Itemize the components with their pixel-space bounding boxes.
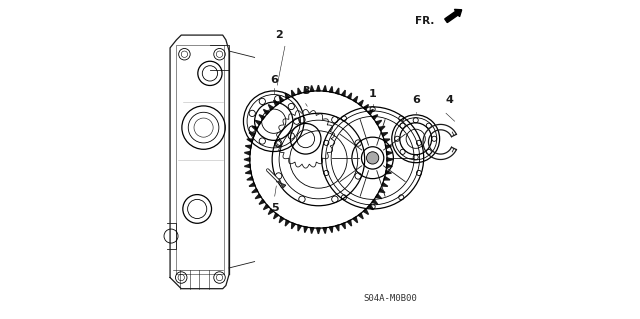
Polygon shape xyxy=(372,115,378,120)
Polygon shape xyxy=(268,105,273,110)
Polygon shape xyxy=(387,158,393,161)
Text: 3: 3 xyxy=(302,86,310,96)
Polygon shape xyxy=(445,9,461,23)
Polygon shape xyxy=(358,213,363,219)
Polygon shape xyxy=(252,189,258,193)
Polygon shape xyxy=(381,133,388,136)
Polygon shape xyxy=(376,120,381,125)
Polygon shape xyxy=(244,152,250,155)
Polygon shape xyxy=(335,225,339,231)
Polygon shape xyxy=(264,204,269,210)
Polygon shape xyxy=(244,158,250,161)
Polygon shape xyxy=(310,85,314,91)
Polygon shape xyxy=(317,85,320,91)
Polygon shape xyxy=(285,220,289,226)
Text: 6: 6 xyxy=(412,95,420,105)
Polygon shape xyxy=(323,228,326,234)
Polygon shape xyxy=(379,189,385,193)
Polygon shape xyxy=(353,96,358,102)
Polygon shape xyxy=(364,105,369,110)
Polygon shape xyxy=(353,217,358,223)
Circle shape xyxy=(367,152,379,164)
Polygon shape xyxy=(292,90,295,96)
Polygon shape xyxy=(348,93,351,99)
Polygon shape xyxy=(385,145,392,149)
Polygon shape xyxy=(274,100,278,106)
Polygon shape xyxy=(323,85,326,91)
Polygon shape xyxy=(274,213,278,219)
Text: 4: 4 xyxy=(445,95,453,105)
Polygon shape xyxy=(387,152,392,155)
Polygon shape xyxy=(268,209,273,214)
Polygon shape xyxy=(384,177,390,180)
Polygon shape xyxy=(342,90,345,96)
Polygon shape xyxy=(310,228,314,234)
Text: 5: 5 xyxy=(271,203,278,212)
Polygon shape xyxy=(379,126,385,130)
Polygon shape xyxy=(317,228,320,234)
Polygon shape xyxy=(330,86,333,93)
Polygon shape xyxy=(376,194,381,199)
Polygon shape xyxy=(249,133,255,136)
Polygon shape xyxy=(279,217,284,223)
Polygon shape xyxy=(292,223,295,229)
Text: 1: 1 xyxy=(369,89,376,99)
Polygon shape xyxy=(245,170,252,174)
Polygon shape xyxy=(264,109,269,115)
Polygon shape xyxy=(285,93,289,99)
Polygon shape xyxy=(372,199,378,204)
Polygon shape xyxy=(368,204,373,210)
Polygon shape xyxy=(335,88,339,94)
Text: 6: 6 xyxy=(270,75,278,85)
Polygon shape xyxy=(368,109,373,115)
Polygon shape xyxy=(298,88,301,94)
Polygon shape xyxy=(358,100,363,106)
Text: 2: 2 xyxy=(275,30,282,40)
Polygon shape xyxy=(255,194,261,199)
Polygon shape xyxy=(255,120,261,125)
Polygon shape xyxy=(348,220,351,226)
Polygon shape xyxy=(259,115,265,120)
Polygon shape xyxy=(245,145,252,149)
Polygon shape xyxy=(330,226,333,233)
Polygon shape xyxy=(279,96,284,102)
Polygon shape xyxy=(342,223,345,229)
Text: S04A-M0B00: S04A-M0B00 xyxy=(364,294,417,303)
Polygon shape xyxy=(259,199,265,204)
Text: FR.: FR. xyxy=(415,16,434,26)
Polygon shape xyxy=(244,164,250,167)
Polygon shape xyxy=(298,225,301,231)
Polygon shape xyxy=(385,170,392,174)
Polygon shape xyxy=(276,179,285,188)
Polygon shape xyxy=(304,86,307,93)
Polygon shape xyxy=(252,126,258,130)
Polygon shape xyxy=(304,226,307,233)
Polygon shape xyxy=(247,177,253,180)
Polygon shape xyxy=(381,183,388,186)
Polygon shape xyxy=(249,183,255,186)
Polygon shape xyxy=(387,164,392,167)
Polygon shape xyxy=(364,209,369,214)
Polygon shape xyxy=(247,139,253,142)
Polygon shape xyxy=(384,139,390,142)
